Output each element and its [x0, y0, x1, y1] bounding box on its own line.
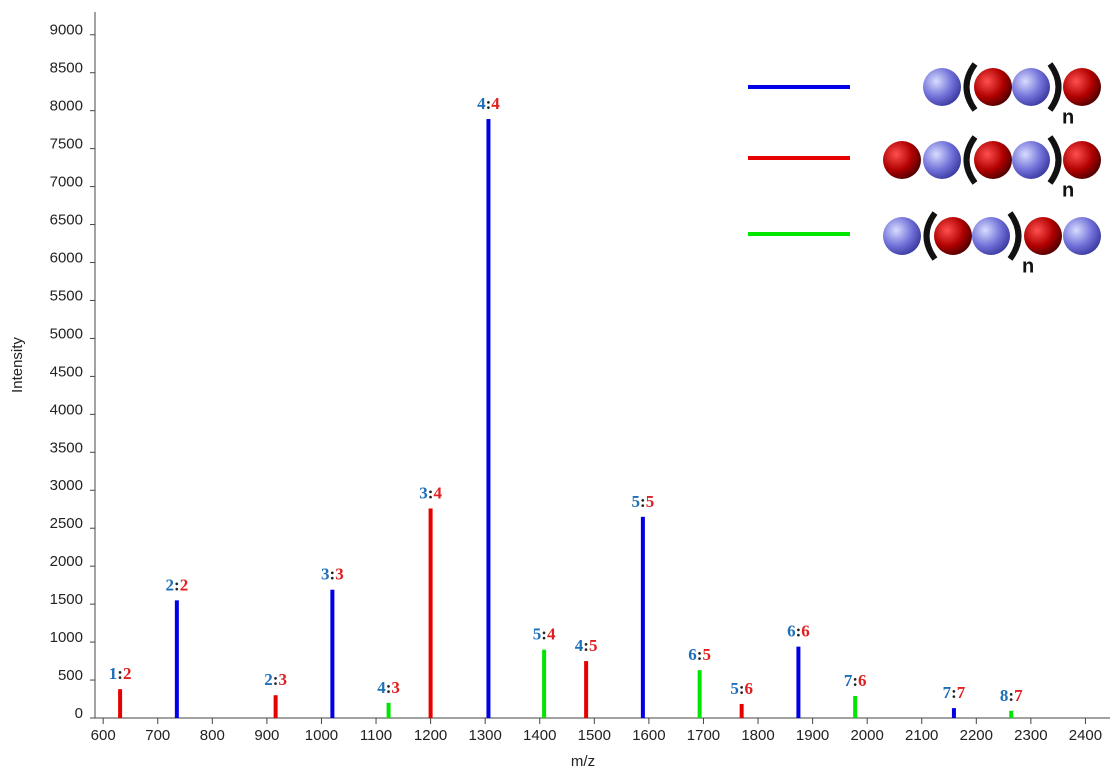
x-tick-label: 600	[91, 727, 116, 744]
x-tick-label: 1400	[523, 727, 556, 744]
y-tick-label: 3500	[50, 439, 83, 456]
y-tick-label: 2000	[50, 553, 83, 570]
y-tick-label: 7000	[50, 174, 83, 191]
y-tick-label: 5500	[50, 287, 83, 304]
x-tick-label: 700	[145, 727, 170, 744]
peak-label: 5:6	[730, 679, 753, 698]
peak-label: 2:3	[264, 670, 287, 689]
y-axis-label: Intensity	[9, 337, 26, 393]
x-axis-label: m/z	[571, 753, 595, 770]
peak-label: 3:3	[321, 565, 344, 584]
x-tick-label: 2300	[1014, 727, 1047, 744]
peak	[739, 703, 744, 718]
y-tick-label: 6000	[50, 249, 83, 266]
y-tick-label: 7500	[50, 136, 83, 153]
y-tick-label: 4500	[50, 363, 83, 380]
peak	[1009, 710, 1014, 718]
x-tick-label: 900	[254, 727, 279, 744]
x-tick-label: 1600	[632, 727, 665, 744]
x-tick-label: 800	[200, 727, 225, 744]
peak-label: 6:6	[787, 622, 810, 641]
y-tick-label: 3000	[50, 477, 83, 494]
peak-label: 5:5	[632, 492, 655, 511]
peak	[174, 600, 179, 718]
x-tick-label: 2000	[850, 727, 883, 744]
peak-label: 4:3	[377, 678, 400, 697]
x-tick-label: 2200	[960, 727, 993, 744]
legend-subscript: n	[1022, 255, 1034, 277]
peak	[118, 689, 123, 718]
y-tick-label: 4000	[50, 401, 83, 418]
peak-label: 4:5	[575, 636, 598, 655]
y-tick-label: 9000	[50, 22, 83, 39]
peak-label: 8:7	[1000, 686, 1023, 705]
x-tick-label: 1500	[578, 727, 611, 744]
peak	[697, 670, 702, 718]
y-tick-label: 500	[58, 667, 83, 684]
y-tick-label: 2500	[50, 515, 83, 532]
x-tick-label: 1200	[414, 727, 447, 744]
peak	[796, 646, 801, 718]
peak-label: 7:7	[943, 683, 966, 702]
y-tick-label: 1500	[50, 591, 83, 608]
peak-label: 7:6	[844, 671, 867, 690]
x-tick-label: 1900	[796, 727, 829, 744]
peak	[273, 695, 278, 718]
legend-subscript: n	[1062, 179, 1074, 201]
peak	[640, 516, 645, 718]
y-tick-label: 8500	[50, 60, 83, 77]
legend-subscript: n	[1062, 106, 1074, 128]
y-tick-label: 1000	[50, 629, 83, 646]
peak	[951, 708, 956, 718]
peak	[428, 508, 433, 718]
peak-label: 6:5	[688, 645, 711, 664]
peak-label: 2:2	[166, 575, 189, 594]
x-tick-label: 1800	[741, 727, 774, 744]
x-tick-label: 1100	[360, 727, 392, 744]
y-tick-label: 8000	[50, 98, 83, 115]
y-tick-label: 0	[75, 705, 83, 722]
legend-icons	[883, 62, 1101, 261]
x-tick-label: 2400	[1069, 727, 1102, 744]
peak	[386, 702, 391, 718]
x-tick-label: 1000	[305, 727, 338, 744]
peak	[486, 119, 491, 719]
peak	[330, 589, 335, 718]
peak-label: 4:4	[477, 94, 500, 113]
peak-label: 5:4	[533, 625, 556, 644]
x-tick-label: 2100	[905, 727, 938, 744]
peak	[853, 695, 858, 718]
peak-label: 1:2	[109, 664, 132, 683]
y-tick-label: 6500	[50, 212, 83, 229]
peak	[542, 649, 547, 718]
x-tick-label: 1300	[468, 727, 501, 744]
x-tick-label: 1700	[687, 727, 720, 744]
y-tick-label: 5000	[50, 325, 83, 342]
peak	[584, 661, 589, 718]
peak-label: 3:4	[419, 483, 442, 502]
